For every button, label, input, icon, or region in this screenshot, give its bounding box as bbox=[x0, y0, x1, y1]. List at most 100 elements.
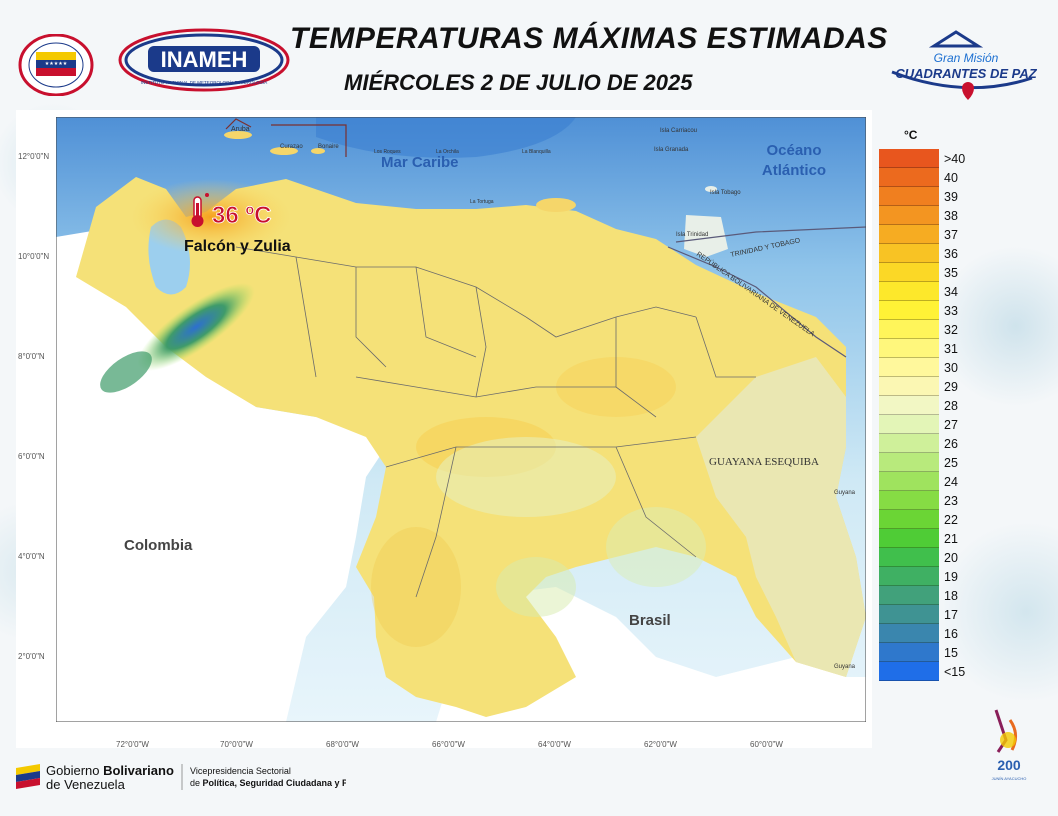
legend-swatch bbox=[879, 149, 939, 168]
legend-label: 32 bbox=[944, 323, 958, 337]
legend-label: 37 bbox=[944, 228, 958, 242]
label-guyana-1: Guyana bbox=[834, 490, 856, 496]
venezuela-flag-icon bbox=[16, 764, 40, 789]
legend-label: 28 bbox=[944, 399, 958, 413]
label-mar-caribe: Mar Caribe bbox=[381, 154, 459, 171]
legend-label: <15 bbox=[944, 665, 966, 679]
lat-tick: 10°0'0"N bbox=[18, 252, 50, 261]
legend-label: 34 bbox=[944, 285, 958, 299]
legend-label: 18 bbox=[944, 589, 958, 603]
svg-text:Gobierno Bolivariano: Gobierno Bolivariano bbox=[46, 763, 174, 778]
legend-swatch bbox=[879, 263, 939, 282]
legend-unit: °C bbox=[904, 128, 918, 142]
lon-tick: 70°0'0"W bbox=[220, 740, 253, 749]
legend-label: 17 bbox=[944, 608, 958, 622]
highlight-temperature: 36 ºC bbox=[212, 202, 271, 229]
label-curazao: Curazao bbox=[280, 144, 303, 150]
cuadrantes-de-paz-logo: Gran Misión CUADRANTES DE PAZ bbox=[891, 30, 1038, 100]
lon-tick: 60°0'0"W bbox=[750, 740, 783, 749]
legend-swatch bbox=[879, 529, 939, 548]
island-bonaire bbox=[311, 148, 325, 154]
svg-text:de Política, Seguridad Ciudada: de Política, Seguridad Ciudadana y Paz bbox=[190, 778, 346, 788]
colombia-area bbox=[56, 227, 386, 722]
legend-swatch bbox=[879, 168, 939, 187]
label-bonaire: Bonaire bbox=[318, 144, 339, 150]
legend-swatch bbox=[879, 396, 939, 415]
legend-swatch bbox=[879, 548, 939, 567]
legend-swatch bbox=[879, 244, 939, 263]
lat-tick: 12°0'0"N bbox=[18, 152, 50, 161]
legend-label: 36 bbox=[944, 247, 958, 261]
thermometer-icon bbox=[191, 193, 209, 227]
cuadrantes-line2: CUADRANTES DE PAZ bbox=[895, 66, 1037, 81]
legend-swatch bbox=[879, 472, 939, 491]
legend-swatch bbox=[879, 567, 939, 586]
legend-swatch bbox=[879, 301, 939, 320]
label-colombia: Colombia bbox=[124, 537, 193, 554]
state-boundaries bbox=[235, 246, 756, 598]
legend-label: 31 bbox=[944, 342, 958, 356]
gov-line1-b: Bolivariano bbox=[103, 763, 174, 778]
bicentenario-number: 200 bbox=[997, 757, 1021, 773]
lon-tick: 66°0'0"W bbox=[432, 740, 465, 749]
lon-tick: 62°0'0"W bbox=[644, 740, 677, 749]
label-isla-granada: Isla Granada bbox=[654, 147, 689, 153]
legend-label: >40 bbox=[944, 152, 966, 166]
legend-label: 25 bbox=[944, 456, 958, 470]
guayana-esequiba-area bbox=[696, 357, 866, 677]
legend-colorbar bbox=[879, 149, 939, 681]
label-isla-tobago: Isla Tobago bbox=[710, 190, 741, 196]
legend-swatch bbox=[879, 434, 939, 453]
legend-swatch bbox=[879, 415, 939, 434]
vice-line2-b: Política, Seguridad Ciudadana y Paz bbox=[203, 778, 346, 788]
legend-swatch bbox=[879, 643, 939, 662]
island-tobago bbox=[705, 186, 717, 192]
label-oceano: Océano bbox=[766, 142, 821, 159]
vice-line1: Vicepresidencia Sectorial bbox=[190, 766, 291, 776]
vice-line2-a: de bbox=[190, 778, 203, 788]
legend-label: 15 bbox=[944, 646, 958, 660]
legend-label: 30 bbox=[944, 361, 958, 375]
label-isla-trinidad: Isla Trinidad bbox=[676, 232, 708, 238]
legend-label: 38 bbox=[944, 209, 958, 223]
legend-swatch bbox=[879, 225, 939, 244]
gobierno-bolivariano-logo: Gobierno Bolivariano de Venezuela Vicepr… bbox=[16, 763, 346, 792]
legend-labels: >40 40 39 38 37 36 35 34 33 32 31 30 29 28 27 26 25 24 23 2… bbox=[944, 151, 965, 683]
legend-swatch bbox=[879, 206, 939, 225]
lat-tick: 8°0'0"N bbox=[18, 352, 45, 361]
label-la-tortuga: La Tortuga bbox=[470, 199, 494, 205]
lat-tick: 6°0'0"N bbox=[18, 452, 45, 461]
legend-swatch bbox=[879, 586, 939, 605]
label-brasil: Brasil bbox=[629, 612, 671, 629]
label-isla-carriacou: Isla Carriacou bbox=[660, 128, 697, 134]
ministry-seal-logo: ★★★★★ bbox=[18, 34, 94, 96]
legend-label: 40 bbox=[944, 171, 958, 185]
legend-swatch bbox=[879, 282, 939, 301]
legend-swatch bbox=[879, 662, 939, 681]
lat-tick: 4°0'0"N bbox=[18, 552, 45, 561]
legend-swatch bbox=[879, 605, 939, 624]
island-curazao bbox=[270, 147, 298, 155]
label-la-blanquilla: La Blanquilla bbox=[522, 149, 551, 155]
legend-label: 20 bbox=[944, 551, 958, 565]
legend-label: 22 bbox=[944, 513, 958, 527]
page-subtitle: MIÉRCOLES 2 DE JULIO DE 2025 bbox=[344, 70, 693, 95]
label-guayana-esequiba: GUAYANA ESEQUIBA bbox=[709, 456, 819, 468]
bicentenario-logo: 200 JUNÍN AYACUCHO bbox=[992, 709, 1026, 781]
legend-swatch bbox=[879, 187, 939, 206]
legend-label: 27 bbox=[944, 418, 958, 432]
label-la-orchila: La Orchila bbox=[436, 149, 459, 155]
gov-line2: de Venezuela bbox=[46, 777, 126, 792]
island-aruba bbox=[224, 131, 252, 139]
andes-cool-zone bbox=[137, 282, 255, 372]
lon-tick: 68°0'0"W bbox=[326, 740, 359, 749]
legend-label: 29 bbox=[944, 380, 958, 394]
legend-label: 21 bbox=[944, 532, 958, 546]
legend-label: 24 bbox=[944, 475, 958, 489]
legend-label: 33 bbox=[944, 304, 958, 318]
legend-swatch bbox=[879, 510, 939, 529]
lat-tick: 2°0'0"N bbox=[18, 652, 45, 661]
temperature-map: Mar Caribe Océano Atlántico Colombia Bra… bbox=[56, 117, 866, 722]
lon-tick: 64°0'0"W bbox=[538, 740, 571, 749]
legend-swatch bbox=[879, 320, 939, 339]
